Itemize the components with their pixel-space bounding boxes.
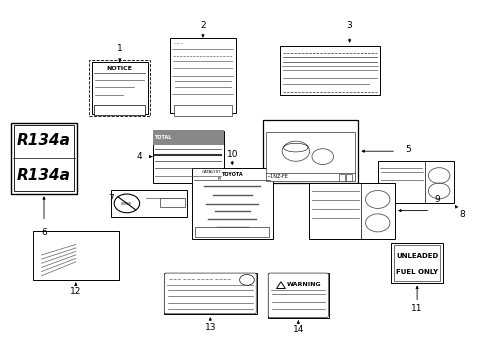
Bar xyxy=(393,245,439,281)
Bar xyxy=(160,198,184,207)
Text: 7: 7 xyxy=(108,194,114,203)
Bar xyxy=(390,243,442,283)
Bar xyxy=(308,183,394,238)
Text: CATALYST: CATALYST xyxy=(201,170,221,174)
Bar xyxy=(152,130,223,183)
Bar xyxy=(14,126,73,192)
Bar xyxy=(121,202,130,205)
Text: 10: 10 xyxy=(226,150,238,159)
Text: TOTAL: TOTAL xyxy=(155,135,172,140)
Text: NOTICE: NOTICE xyxy=(107,66,132,71)
Text: 1: 1 xyxy=(117,44,122,53)
Text: 13: 13 xyxy=(204,323,216,332)
Text: 12: 12 xyxy=(70,287,81,296)
Text: UNLEADED: UNLEADED xyxy=(395,253,437,259)
Text: R134a: R134a xyxy=(17,168,71,184)
Bar xyxy=(94,105,145,115)
Text: WARNING: WARNING xyxy=(287,283,321,287)
Bar xyxy=(195,226,268,237)
Text: TOYOTA: TOYOTA xyxy=(221,172,243,177)
Bar xyxy=(191,168,272,238)
Text: ~1NZ-FE: ~1NZ-FE xyxy=(266,175,288,179)
Text: 5: 5 xyxy=(405,145,410,154)
Bar xyxy=(11,123,77,194)
Bar xyxy=(163,273,256,314)
Text: 14: 14 xyxy=(292,325,304,334)
FancyBboxPatch shape xyxy=(267,273,327,318)
Bar xyxy=(89,60,150,116)
Bar xyxy=(92,62,147,114)
Text: 11: 11 xyxy=(410,304,422,313)
Text: 4: 4 xyxy=(136,152,142,161)
Bar xyxy=(263,120,357,183)
FancyBboxPatch shape xyxy=(164,273,256,314)
Bar xyxy=(152,130,223,145)
Text: ~~~ ~~~ ~~~~ ~~~~: ~~~ ~~~ ~~~~ ~~~~ xyxy=(168,277,230,282)
Bar xyxy=(338,175,344,181)
Text: 3: 3 xyxy=(346,21,352,30)
Bar xyxy=(173,105,231,116)
Text: 9: 9 xyxy=(434,195,440,204)
Text: FUEL ONLY: FUEL ONLY xyxy=(395,269,437,275)
Bar xyxy=(111,190,186,217)
Bar xyxy=(33,231,118,280)
Bar xyxy=(377,161,453,202)
Bar xyxy=(265,132,354,181)
Text: Pl: Pl xyxy=(217,177,221,181)
Text: 8: 8 xyxy=(458,210,464,219)
Text: ~~~: ~~~ xyxy=(173,42,184,46)
Text: 2: 2 xyxy=(200,21,205,30)
Bar xyxy=(279,46,380,94)
Text: 6: 6 xyxy=(41,228,47,237)
Text: R134a: R134a xyxy=(17,133,71,148)
Bar xyxy=(170,38,236,113)
Bar xyxy=(267,273,328,318)
Bar xyxy=(345,175,351,181)
